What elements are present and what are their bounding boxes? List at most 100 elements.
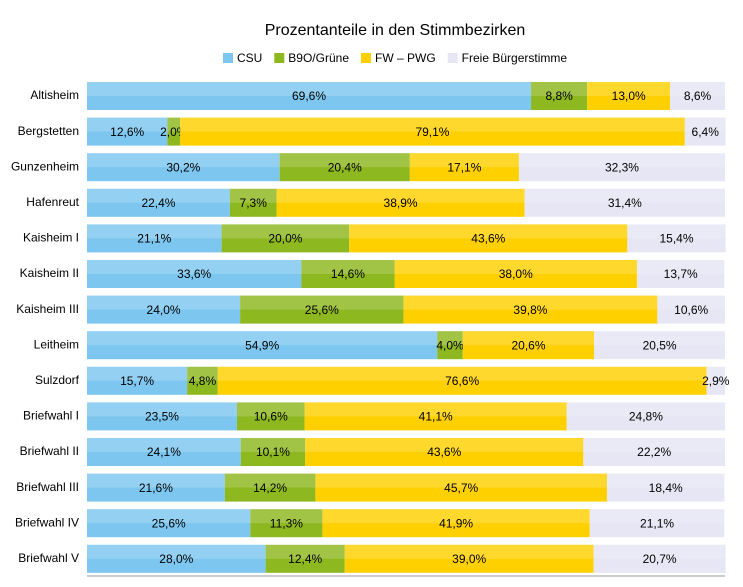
bar-highlight <box>236 402 305 417</box>
bar-segment <box>250 509 323 538</box>
bar-highlight <box>87 295 241 310</box>
chart-title: Prozentanteile in den Stimmbezirken <box>265 22 526 39</box>
bar-highlight <box>87 402 237 417</box>
data-label: 13,0% <box>612 89 646 103</box>
legend-label: Freie Bürgerstimme <box>462 51 568 65</box>
data-label: 12,4% <box>288 552 322 566</box>
data-label: 4,0% <box>436 338 464 352</box>
data-label: 7,3% <box>240 196 268 210</box>
bar-segment <box>87 224 222 253</box>
data-label: 54,9% <box>245 338 279 352</box>
bar-highlight <box>87 438 241 452</box>
bar-segment <box>87 544 266 573</box>
bar-segment <box>240 295 404 324</box>
bar-segment <box>684 117 726 146</box>
data-label: 12,6% <box>110 125 144 139</box>
data-label: 10,1% <box>256 445 290 459</box>
data-label: 18,4% <box>649 481 683 495</box>
bar-segment <box>87 366 188 395</box>
data-label: 20,5% <box>643 338 677 352</box>
data-label: 10,6% <box>254 410 288 424</box>
bar-highlight <box>87 117 168 132</box>
bar-segment <box>706 366 725 395</box>
bar-segment <box>304 402 567 431</box>
bar-segment <box>657 295 725 324</box>
bar-segment <box>518 153 725 182</box>
data-label: 39,8% <box>513 303 547 317</box>
bar-segment <box>87 473 225 502</box>
bar-highlight <box>518 153 725 168</box>
bar-segment <box>403 295 658 324</box>
bar-segment <box>87 153 280 182</box>
bar-segment <box>594 331 725 360</box>
bar-highlight <box>87 153 280 168</box>
bar-highlight <box>583 438 725 452</box>
bar-highlight <box>87 366 188 381</box>
data-label: 31,4% <box>608 196 642 210</box>
bar-highlight <box>657 295 725 310</box>
bar-highlight <box>229 188 277 203</box>
bar-highlight <box>87 82 532 96</box>
data-label: 24,0% <box>147 303 181 317</box>
y-tick-label: Briefwahl IV <box>15 515 79 529</box>
bar-highlight <box>87 331 438 346</box>
bar-highlight <box>606 473 725 488</box>
y-tick-label: Gunzenheim <box>11 159 79 173</box>
y-tick-label: Briefwahl III <box>16 480 79 494</box>
data-label: 21,1% <box>137 232 171 246</box>
bar-segment <box>315 473 607 502</box>
bar-highlight <box>87 544 266 559</box>
bar-segment <box>87 331 438 360</box>
data-label: 15,4% <box>659 232 693 246</box>
data-label: 8,6% <box>684 89 712 103</box>
bar-highlight <box>344 544 594 559</box>
data-label: 8,8% <box>545 89 573 103</box>
bar-highlight <box>276 188 525 203</box>
data-label: 76,6% <box>445 374 479 388</box>
bar-segment <box>229 188 277 217</box>
data-label: 22,2% <box>637 445 671 459</box>
data-label: 17,1% <box>447 160 481 174</box>
data-label: 21,1% <box>640 516 674 530</box>
legend-swatch <box>274 53 285 63</box>
bar-segment <box>87 402 237 431</box>
data-label: 45,7% <box>444 481 478 495</box>
data-label: 13,7% <box>664 267 698 281</box>
bar-highlight <box>531 82 588 96</box>
data-label: 20,7% <box>643 552 677 566</box>
data-label: 32,3% <box>605 160 639 174</box>
bar-highlight <box>627 224 726 239</box>
bar-segment <box>87 295 241 324</box>
data-label: 6,4% <box>692 125 720 139</box>
data-label: 43,6% <box>471 232 505 246</box>
bar-highlight <box>87 509 251 524</box>
bar-highlight <box>437 331 463 346</box>
legend-label: CSU <box>237 51 262 65</box>
bar-segment <box>606 473 725 502</box>
bar-highlight <box>706 366 725 381</box>
bar-highlight <box>636 260 725 274</box>
bar-segment <box>531 82 588 110</box>
bar-segment <box>670 82 725 110</box>
bar-highlight <box>594 331 725 346</box>
data-label: 41,1% <box>419 410 453 424</box>
data-label: 14,2% <box>253 481 287 495</box>
bar-segment <box>394 260 637 288</box>
data-label: 14,6% <box>331 267 365 281</box>
y-tick-label: Kaisheim I <box>23 231 79 245</box>
bar-highlight <box>315 473 607 488</box>
bar-highlight <box>250 509 323 524</box>
data-label: 38,0% <box>499 267 533 281</box>
bar-highlight <box>349 224 628 239</box>
bar-highlight <box>684 117 726 132</box>
data-label: 20,0% <box>268 232 302 246</box>
bar-highlight <box>462 331 595 346</box>
bar-highlight <box>301 260 395 274</box>
legend-swatch <box>361 53 372 63</box>
bar-segment <box>221 224 350 253</box>
bar-highlight <box>87 224 222 239</box>
bar-highlight <box>167 117 181 132</box>
bar-segment <box>409 153 519 182</box>
bar-segment <box>187 366 218 395</box>
